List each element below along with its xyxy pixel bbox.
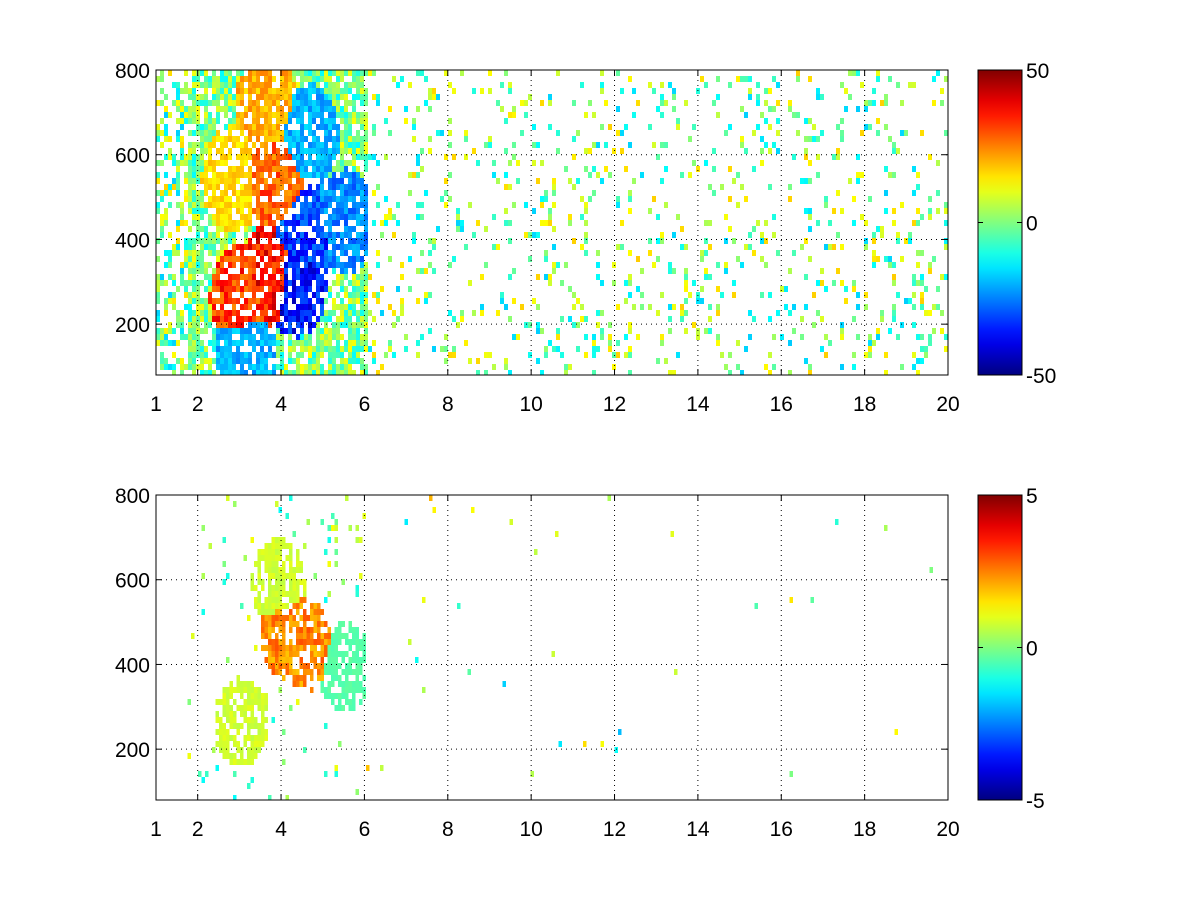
grid-lines (156, 70, 948, 375)
y-tick-label: 400 (115, 654, 150, 677)
x-tick-label: 2 (192, 818, 204, 841)
grid-lines (156, 495, 948, 800)
axes-frame (155, 69, 949, 376)
x-tick-label: 14 (686, 393, 710, 416)
colorbar-tick-label: 0 (1026, 213, 1038, 236)
x-tick-label: 16 (770, 393, 793, 416)
x-tick-label: 16 (770, 818, 793, 841)
x-tick-label: 2 (192, 393, 204, 416)
x-tick-label: 1 (150, 818, 162, 841)
colorbar-gradient (977, 69, 1023, 376)
x-tick-label: 20 (936, 393, 959, 416)
x-tick-label: 6 (359, 818, 371, 841)
x-tick-label: 18 (853, 818, 876, 841)
heatmap-cells (187, 495, 933, 800)
colorbar-tick-label: 50 (1026, 60, 1049, 83)
colorbar-tick-label: 0 (1026, 638, 1038, 661)
x-tick-label: 8 (442, 818, 454, 841)
y-tick-label: 200 (115, 314, 150, 337)
heatmap-cells (156, 70, 948, 375)
x-tick-label: 12 (603, 393, 626, 416)
y-tick-label: 200 (115, 739, 150, 762)
colorbar-tick-label: -5 (1026, 790, 1045, 813)
x-tick-label: 8 (442, 393, 454, 416)
colorbar: -50 0 50 (977, 60, 1056, 388)
y-tick-label: 600 (115, 145, 150, 168)
colorbar: -5 0 5 (977, 485, 1045, 813)
x-tick-label: 4 (275, 393, 287, 416)
y-tick-label: 800 (115, 60, 150, 83)
y-tick-label: 800 (115, 485, 150, 508)
axes-frame (155, 494, 949, 801)
colorbar-gradient (977, 494, 1023, 801)
x-tick-label: 14 (686, 818, 710, 841)
x-tick-label: 6 (359, 393, 371, 416)
x-tick-label: 1 (150, 393, 162, 416)
x-tick-label: 10 (519, 818, 542, 841)
colorbar-tick-label: 5 (1026, 485, 1038, 508)
x-tick-label: 18 (853, 393, 876, 416)
x-tick-label: 4 (275, 818, 287, 841)
y-tick-label: 400 (115, 229, 150, 252)
x-tick-label: 20 (936, 818, 959, 841)
y-tick-label: 600 (115, 570, 150, 593)
x-tick-label: 12 (603, 818, 626, 841)
colorbar-tick-label: -50 (1026, 365, 1056, 388)
x-tick-label: 10 (519, 393, 542, 416)
